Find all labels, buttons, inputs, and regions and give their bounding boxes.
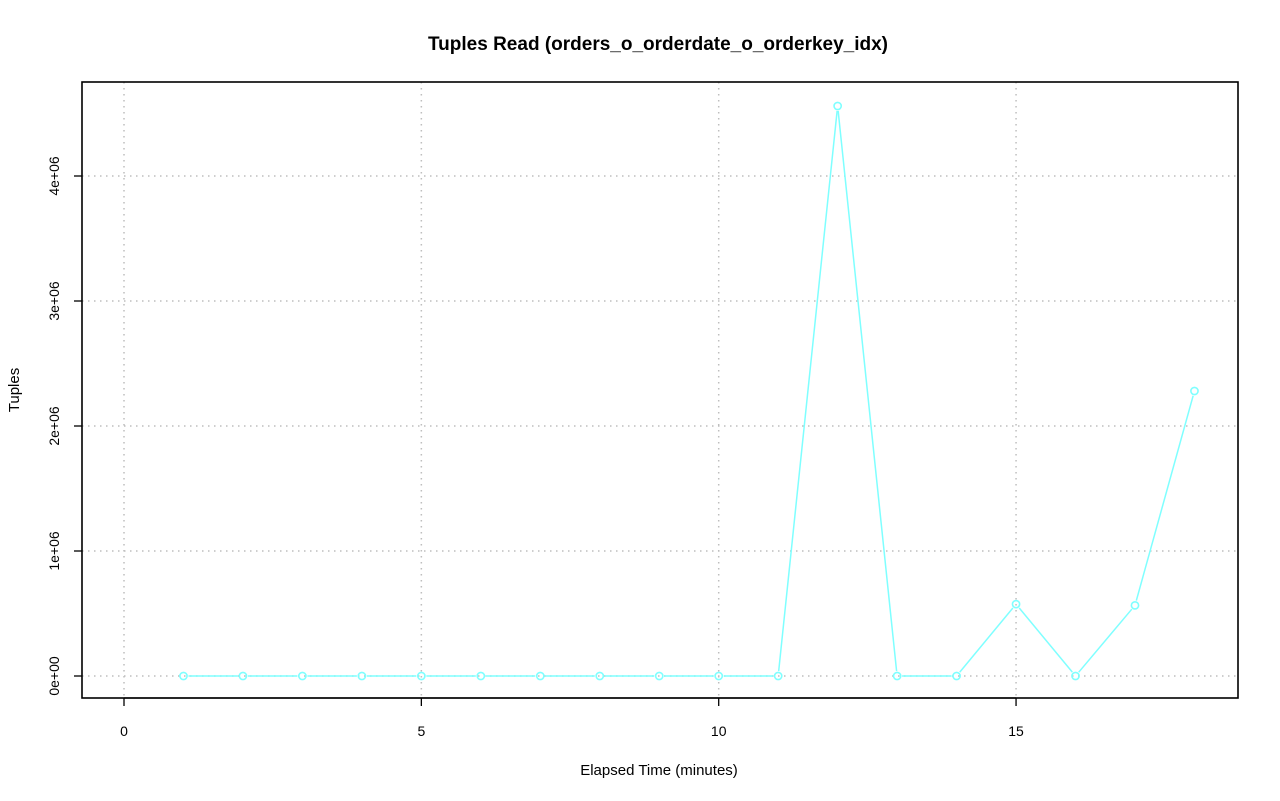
x-tick-label: 10 <box>711 723 727 739</box>
y-tick-label: 0e+00 <box>46 656 62 696</box>
y-tick-label: 4e+06 <box>46 156 62 196</box>
series-line-segment <box>1078 608 1133 673</box>
data-point <box>892 671 902 681</box>
y-axis-label: Tuples <box>6 368 23 412</box>
data-point <box>654 671 664 681</box>
x-tick-label: 15 <box>1008 723 1024 739</box>
x-tick-label: 5 <box>417 723 425 739</box>
data-point <box>773 671 783 681</box>
series-line-segment <box>1018 607 1073 673</box>
data-point <box>298 671 307 681</box>
series-line-segment <box>959 607 1014 673</box>
data-point <box>476 671 486 681</box>
series-line-segment <box>777 110 838 672</box>
data-point <box>595 671 605 681</box>
grid <box>82 82 1238 698</box>
series-layer <box>179 101 1199 681</box>
plot-frame <box>81 81 1239 699</box>
data-point <box>1011 599 1021 609</box>
data-point <box>714 671 724 681</box>
chart-title: Tuples Read (orders_o_orderdate_o_orderk… <box>428 34 888 55</box>
data-point <box>1190 386 1199 396</box>
y-tick-label: 2e+06 <box>46 406 62 446</box>
axes: 0 5 10 15 0e+00 1e+06 2e+06 3e+06 4e+06 <box>46 156 1024 739</box>
data-point <box>833 101 843 111</box>
y-tick-label: 3e+06 <box>46 281 62 321</box>
data-point <box>179 671 188 681</box>
x-axis-label: Elapsed Time (minutes) <box>580 762 738 779</box>
data-point <box>535 671 545 681</box>
x-tick-label: 0 <box>120 723 128 739</box>
series-line-segment <box>1135 395 1194 601</box>
data-point <box>952 671 961 681</box>
data-point <box>357 671 367 681</box>
data-point <box>1071 671 1080 681</box>
data-point <box>416 671 426 681</box>
series-line-segment <box>837 110 898 672</box>
y-tick-label: 1e+06 <box>46 531 62 571</box>
data-point <box>238 671 248 681</box>
data-point <box>1130 600 1140 610</box>
